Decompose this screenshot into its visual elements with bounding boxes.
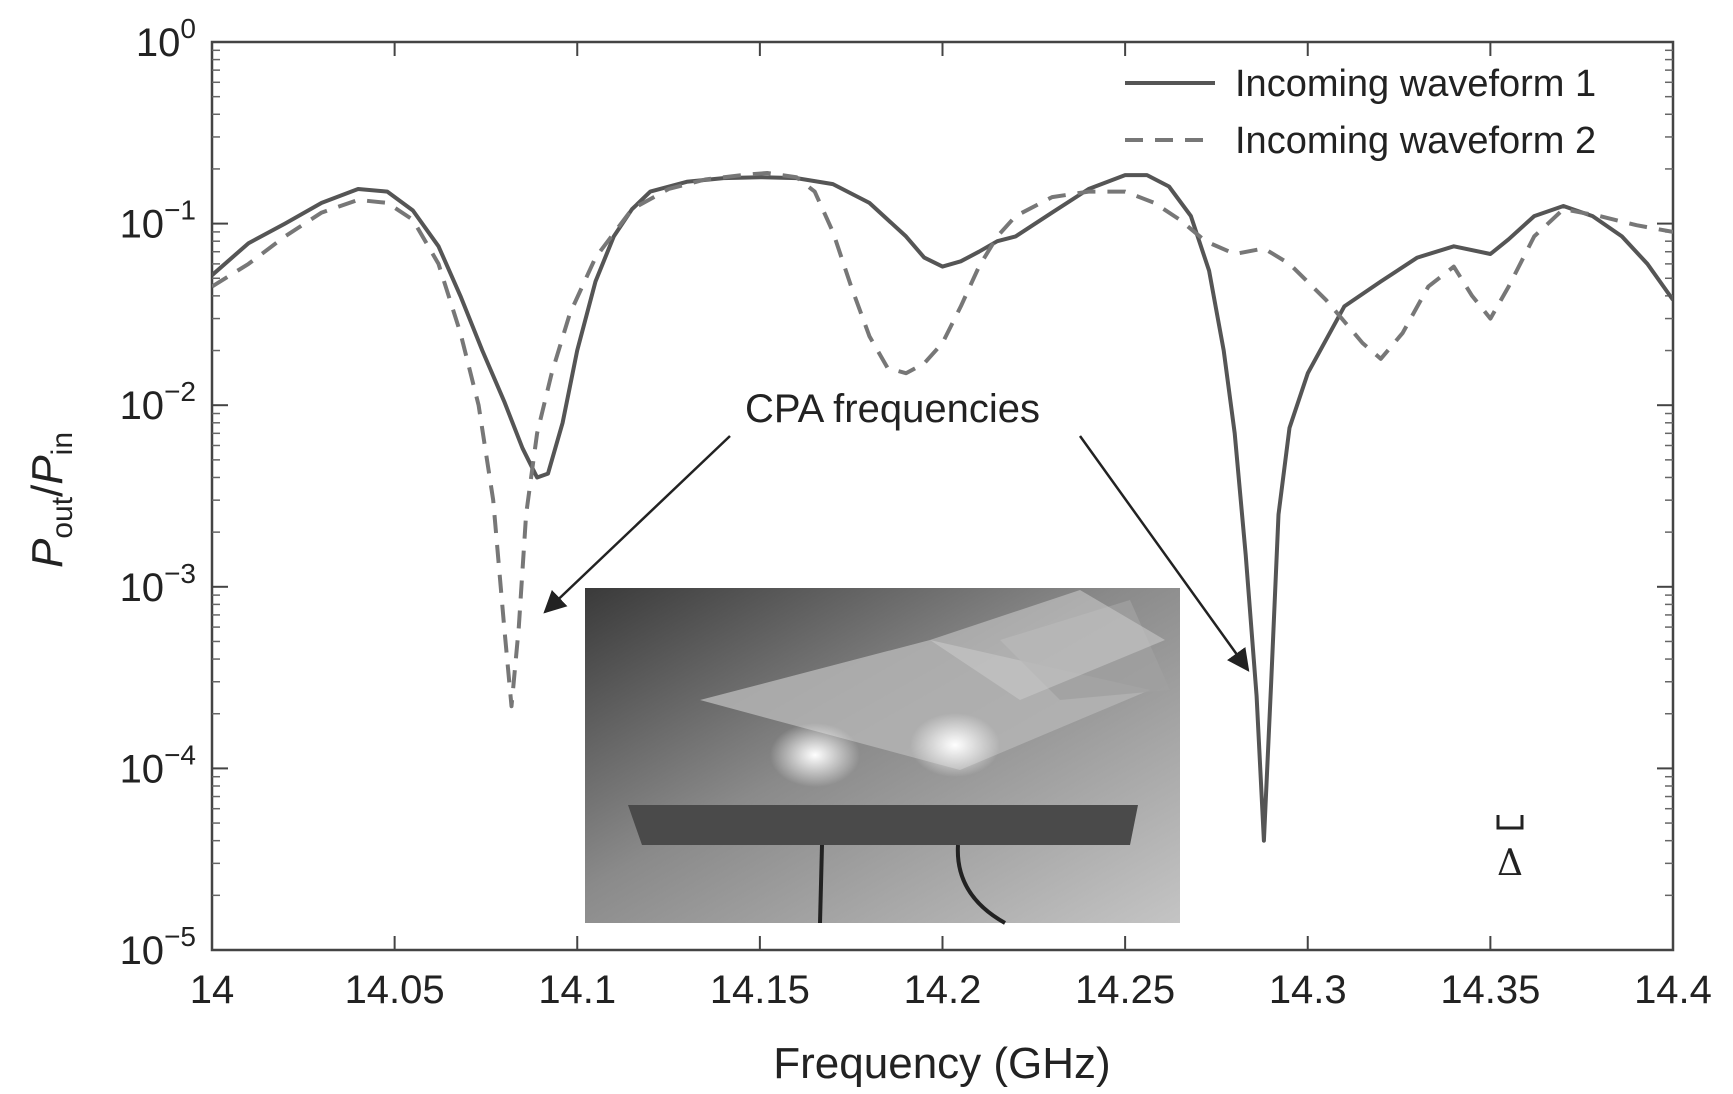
y-tick-label: 10−2	[120, 376, 196, 428]
y-tick-label: 100	[136, 13, 196, 65]
x-tick-label: 14.3	[1269, 968, 1347, 1012]
legend-label-1: Incoming waveform 1	[1235, 63, 1596, 105]
legend: Incoming waveform 1 Incoming waveform 2	[1125, 63, 1596, 162]
y-tick-label: 10−3	[120, 558, 196, 610]
x-tick-label: 14.25	[1075, 968, 1175, 1012]
cpa-arrow-right	[1078, 435, 1250, 672]
inset-photo	[585, 588, 1180, 925]
y-axis-label: Pout/Pin	[23, 432, 79, 568]
x-tick-label: 14.2	[904, 968, 982, 1012]
cpa-arrow-left	[543, 435, 731, 614]
x-tick-label: 14.05	[345, 968, 445, 1012]
cpa-annotation: CPA frequencies	[543, 387, 1250, 672]
x-tick-label: 14.15	[710, 968, 810, 1012]
x-tick-label: 14.1	[538, 968, 616, 1012]
y-tick-label: 10−5	[120, 921, 196, 973]
series-layer	[212, 171, 1673, 843]
y-tick-label: 10−1	[120, 195, 196, 247]
x-tick-label: 14	[190, 968, 235, 1012]
axis-ticks	[211, 41, 1674, 951]
series-line-1	[212, 173, 1673, 843]
cpa-label: CPA frequencies	[745, 387, 1040, 431]
legend-label-2: Incoming waveform 2	[1235, 120, 1596, 162]
x-axis-label: Frequency (GHz)	[773, 1039, 1110, 1088]
x-tick-label: 14.35	[1440, 968, 1540, 1012]
delta-marker: Δ	[1496, 815, 1524, 884]
delta-symbol: Δ	[1497, 843, 1523, 884]
delta-bracket	[1496, 815, 1524, 830]
x-tick-label: 14.4	[1634, 968, 1712, 1012]
axis-tick-labels: 14 14.05 14.1 14.15 14.2 14.25 14.3 14.35 14.4 10…	[120, 13, 1712, 1012]
y-tick-label: 10−4	[120, 739, 196, 791]
